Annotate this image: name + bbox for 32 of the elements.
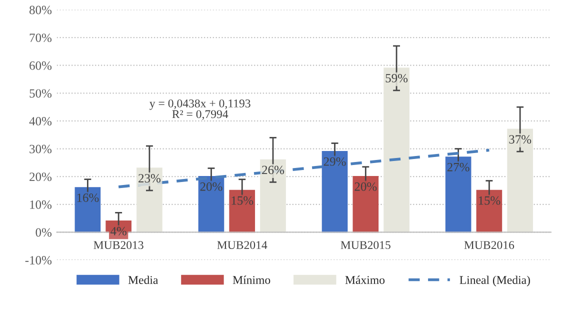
data-label: 23% <box>138 174 160 183</box>
x-tick-label: MUB2016 <box>464 241 514 250</box>
y-tick-label: -10% <box>25 256 52 264</box>
x-tick-label: MUB2015 <box>340 241 390 250</box>
data-label: 27% <box>447 162 470 172</box>
legend-label: Mínimo <box>232 276 270 284</box>
data-label: 37% <box>509 135 532 144</box>
legend-label: Máximo <box>345 276 385 284</box>
data-label: 16% <box>77 194 99 202</box>
bar <box>384 68 410 233</box>
y-tick-label: 0% <box>36 228 52 237</box>
annotation: y = 0,0438x + 0,1193 R² = 0,7994 <box>150 99 250 120</box>
data-label: 20% <box>200 182 222 191</box>
x-tick-label: MUB2014 <box>217 241 268 250</box>
data-label: 15% <box>232 196 254 205</box>
y-tick-label: 40% <box>29 116 52 126</box>
legend-label: Lineal (Media) <box>460 276 530 286</box>
y-tick-label: 80% <box>30 6 52 14</box>
data-label: 29% <box>324 157 346 166</box>
y-tick-label: 10% <box>30 200 52 209</box>
y-tick-label: 20% <box>30 172 52 182</box>
legend-label: Media <box>128 276 158 284</box>
data-label: 59% <box>386 74 408 82</box>
data-label: 4% <box>110 226 126 236</box>
x-tick-label: MUB2013 <box>94 241 144 250</box>
y-tick-label: 30% <box>30 144 52 154</box>
y-tick-label: 70% <box>30 34 52 42</box>
data-label: 20% <box>354 182 377 191</box>
y-tick-label: 60% <box>30 61 52 70</box>
data-label: 26% <box>262 166 284 174</box>
data-label: 15% <box>478 196 500 205</box>
y-tick-label: 50% <box>30 89 52 98</box>
